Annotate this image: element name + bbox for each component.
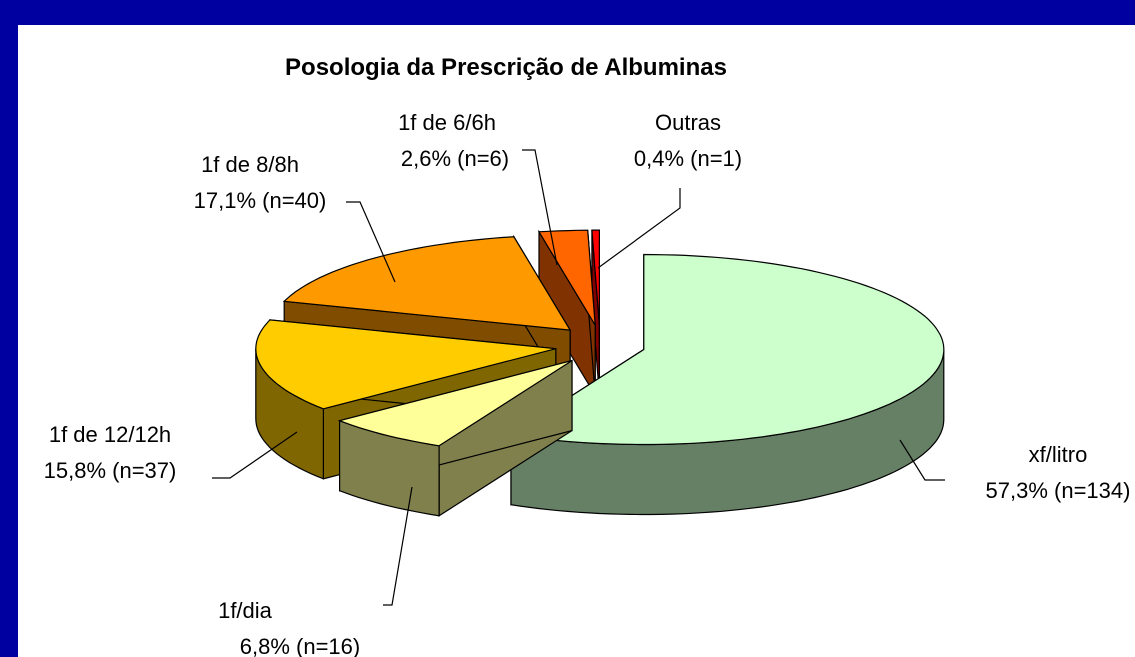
leader-line bbox=[597, 188, 681, 269]
slice bbox=[591, 229, 600, 326]
slice-value-label: 0,4% (n=1) bbox=[634, 146, 742, 171]
slice-value-label: 6,8% (n=16) bbox=[240, 634, 360, 657]
leader-line bbox=[383, 486, 413, 606]
slice-label: xf/litro bbox=[1029, 442, 1088, 467]
leader-line bbox=[899, 439, 945, 481]
slice-label: Outras bbox=[655, 110, 721, 135]
leader-line bbox=[212, 431, 298, 479]
slice-value-label: 57,3% (n=134) bbox=[986, 478, 1131, 503]
slice-value-label: 17,1% (n=40) bbox=[194, 188, 327, 213]
slice bbox=[537, 229, 596, 326]
slice-label: 1f de 12/12h bbox=[49, 422, 171, 447]
pie bbox=[255, 229, 945, 517]
chart-title: Posologia da Prescrição de Albuminas bbox=[285, 54, 727, 81]
slice-value-label: 2,6% (n=6) bbox=[401, 146, 509, 171]
slice bbox=[337, 360, 573, 447]
slice-value-label: 15,8% (n=37) bbox=[44, 458, 177, 483]
slice bbox=[509, 253, 945, 446]
slice-label: 1f de 6/6h bbox=[398, 110, 496, 135]
slice bbox=[282, 236, 572, 331]
labels: xf/litro 57,3% (n=134) 1f/dia 6,8% (n=16) 1f… bbox=[44, 110, 1131, 657]
leader-line bbox=[522, 149, 558, 266]
leader-line bbox=[346, 201, 396, 283]
slice bbox=[255, 319, 556, 410]
slice-label: 1f/dia bbox=[218, 598, 273, 623]
slice-label: 1f de 8/8h bbox=[201, 152, 299, 177]
